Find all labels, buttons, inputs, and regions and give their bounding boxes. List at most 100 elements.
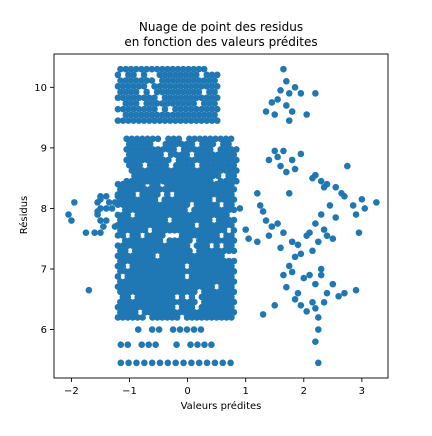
data-point <box>295 290 302 297</box>
data-point <box>289 108 296 115</box>
data-point <box>211 89 218 96</box>
data-point <box>154 181 161 188</box>
x-tick-label: −2 <box>64 386 79 397</box>
data-point <box>201 341 208 348</box>
data-point <box>332 184 339 191</box>
data-point <box>344 163 351 170</box>
data-point <box>201 66 208 73</box>
data-point <box>194 341 201 348</box>
data-point <box>196 89 203 96</box>
data-point <box>260 311 267 318</box>
data-point <box>133 360 140 367</box>
data-point <box>211 100 218 107</box>
data-point <box>112 199 119 206</box>
data-point <box>204 360 211 367</box>
data-point <box>318 272 325 279</box>
data-point <box>353 287 360 294</box>
data-point <box>280 229 287 236</box>
data-point <box>214 72 221 79</box>
data-point <box>242 226 249 233</box>
data-point <box>188 360 195 367</box>
data-point <box>274 96 281 103</box>
data-point <box>318 211 325 218</box>
data-point <box>198 326 205 333</box>
data-point <box>289 157 296 164</box>
data-point <box>162 106 169 113</box>
data-point <box>286 263 293 270</box>
data-point <box>219 360 226 367</box>
data-point <box>109 205 116 212</box>
data-point <box>324 290 331 297</box>
data-point <box>286 90 293 97</box>
x-tick-label: 0 <box>184 386 190 397</box>
data-point <box>283 169 290 176</box>
data-point <box>274 220 281 227</box>
x-tick-label: 3 <box>359 386 365 397</box>
data-point <box>172 360 179 367</box>
data-point <box>283 78 290 85</box>
data-point <box>151 94 158 101</box>
data-point <box>124 341 131 348</box>
data-point <box>335 293 342 300</box>
chart-title-line-2: en fonction des valeurs prédites <box>124 35 317 49</box>
data-point <box>280 272 287 279</box>
data-point <box>177 326 184 333</box>
data-point <box>125 360 132 367</box>
data-point <box>149 360 156 367</box>
data-point <box>180 360 187 367</box>
data-point <box>155 135 162 142</box>
x-tick-label: −1 <box>122 386 137 397</box>
data-point <box>289 238 296 245</box>
data-point <box>141 360 148 367</box>
data-point <box>292 254 299 261</box>
data-point <box>312 338 319 345</box>
data-point <box>118 360 125 367</box>
y-tick-label: 8 <box>41 204 47 215</box>
data-point <box>228 135 235 142</box>
data-point <box>324 232 331 239</box>
data-point <box>283 284 290 291</box>
data-point <box>260 208 267 215</box>
data-point <box>373 199 380 206</box>
data-point <box>103 205 110 212</box>
data-point <box>143 89 150 96</box>
x-axis-label: Valeurs prédites <box>181 400 262 412</box>
data-point <box>152 341 159 348</box>
data-point <box>196 360 203 367</box>
data-point <box>350 202 357 209</box>
data-point <box>300 275 307 282</box>
data-point <box>165 360 172 367</box>
data-point <box>228 181 235 188</box>
data-point <box>312 172 319 179</box>
data-point <box>141 83 148 90</box>
data-point <box>321 226 328 233</box>
data-point <box>298 251 305 258</box>
data-point <box>257 202 264 209</box>
data-point <box>83 229 90 236</box>
data-point <box>280 148 287 155</box>
data-point <box>212 360 219 367</box>
y-axis-label: Résidus <box>18 196 30 235</box>
data-point <box>211 77 218 84</box>
data-point <box>254 190 261 197</box>
data-point <box>356 229 363 236</box>
data-point <box>214 117 221 124</box>
y-tick-label: 7 <box>41 264 47 275</box>
data-point <box>173 341 180 348</box>
data-point <box>330 235 337 242</box>
data-point <box>315 326 322 333</box>
x-tick-label: 2 <box>301 386 307 397</box>
data-point <box>277 244 284 251</box>
data-point <box>266 232 273 239</box>
data-point <box>103 193 110 200</box>
data-point <box>263 108 270 115</box>
data-point <box>214 94 221 101</box>
data-point <box>298 90 305 97</box>
data-point <box>269 223 276 230</box>
data-point <box>231 258 238 265</box>
data-point <box>274 154 281 161</box>
data-point <box>277 163 284 170</box>
data-point <box>149 77 156 84</box>
data-point <box>130 72 137 79</box>
data-point <box>263 217 270 224</box>
